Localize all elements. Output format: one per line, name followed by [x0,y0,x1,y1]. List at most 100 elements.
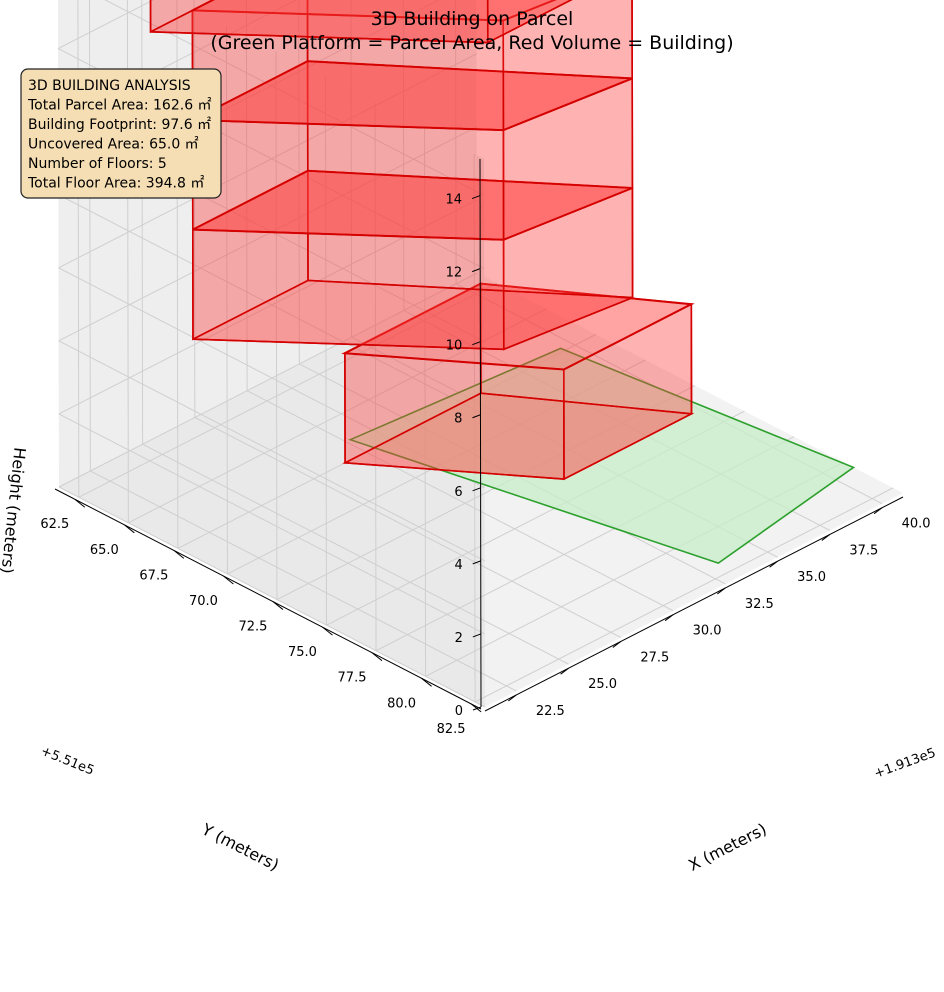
x-axis-label: X (meters) [685,819,769,875]
building-volume [149,0,695,481]
y-tick [223,575,234,585]
x-tick [508,694,517,702]
z-tick-label: 12 [446,266,463,281]
x-tick [612,641,622,648]
x-tick-label: 40.0 [902,517,931,532]
building-floor [191,0,634,132]
grid-line-y-wall [225,25,228,574]
grid-line-y-wall [424,128,427,677]
x-tick-label: 37.5 [849,543,878,558]
z-tick-label: 4 [454,558,462,573]
z-tick [472,560,481,565]
grid-line-y-wall [126,0,129,523]
floor-side-face [149,0,489,44]
info-box-line: Total Parcel Area: 162.6 ㎡ [27,98,212,114]
z-tick [472,633,482,638]
info-box-line: 3D BUILDING ANALYSIS [28,78,191,94]
grid-line-y-wall [324,77,327,626]
x-tick-label: 25.0 [588,677,617,692]
building-floor [149,0,573,44]
grid-line-z-right [58,53,477,269]
y-tick-label: 82.5 [437,722,466,737]
chart-title-line-2: (Green Platform = Parcel Area, Red Volum… [210,32,733,54]
grid-line-y-wall [77,0,80,498]
x-axis-line [484,496,904,712]
y-tick [74,498,86,508]
y-tick-label: 72.5 [238,620,267,635]
building-floor [341,282,695,481]
grid-line-x-floor [90,470,517,692]
info-box: 3D BUILDING ANALYSIS Total Parcel Area: 1… [20,68,222,199]
y-tick [322,626,333,636]
x-tick-label: 22.5 [536,704,565,719]
y-tick [470,703,482,713]
grid-line-x-wall [298,0,300,364]
y-tick-label: 65.0 [90,543,119,558]
x-tick [664,614,674,622]
y-tick [272,601,284,610]
y-tick-label: 62.5 [40,517,69,532]
z-tick [472,268,481,273]
info-box-line: Building Footprint: 97.6 ㎡ [28,117,211,133]
grid-line-z-left [104,0,485,196]
floor-top-face [341,282,695,371]
y-axis-label: Y (meters) [198,819,282,874]
z-tick-label: 10 [446,339,463,354]
info-box-background [20,68,222,199]
grid-line-x-floor [246,390,674,612]
floor-side-face [502,0,634,132]
y-tick-label: 67.5 [139,568,168,583]
x-tick [717,587,726,595]
z-axis-line [479,158,482,708]
y-tick-label: 75.0 [288,645,317,660]
z-axis-label: Height (meters) [0,446,30,574]
y-offset-label: +5.51e5 [39,744,97,779]
x-tick [821,534,831,541]
floor-top-face [191,0,557,22]
info-box-line: Uncovered Area: 65.0 ㎡ [28,137,199,153]
x-offset-label: +1.913e5 [872,746,938,782]
grid-line-z-left [58,413,486,635]
parcel-polygon [348,347,856,564]
y-tick [421,677,432,687]
parcel-platform [348,347,856,564]
grid-line-y-floor [78,282,498,498]
x-tick-label: 30.0 [693,624,722,639]
y-tick-label: 80.0 [387,696,416,711]
y-tick [371,652,383,662]
x-tick [873,507,883,515]
building-floor [191,59,634,241]
y-tick-label: 77.5 [338,671,367,686]
y-tick-label: 70.0 [189,594,218,609]
y-tick [173,550,185,559]
z-tick [472,706,482,711]
info-box-line: Total Floor Area: 394.8 ㎡ [27,176,204,192]
z-tick [472,414,481,419]
grid-line-x-wall [245,0,248,391]
grid-line-y-wall [374,102,377,651]
x-tick [769,560,778,568]
x-tick-label: 35.0 [797,570,826,585]
y-tick [124,524,135,534]
building-floor [191,169,634,351]
z-tick [472,487,481,492]
grid-line-x-wall [402,0,405,311]
z-tick [472,341,481,346]
grid-line-z-right [57,0,155,50]
grid-line-z-right [58,272,478,488]
floor-side-face [149,0,215,34]
grid-line-y-floor [128,308,547,524]
grid-line-z-left [58,194,485,416]
grid-line-y-wall [275,51,278,600]
info-box-line: Number of Floors: 5 [28,156,167,172]
grid-line-z-right [58,126,477,342]
axes: 22.5 25.0 27.5 30.0 32.5 35.0 37.5 40.0 62.5 65.0… [40,158,931,737]
z-tick-label: 8 [454,412,462,427]
floor-side-face [486,0,573,44]
z-tick-label: 0 [455,704,463,719]
x-tick-label: 27.5 [640,650,669,665]
z-tick-label: 2 [455,631,463,646]
z-tick-label: 6 [454,485,462,500]
grid-line-y-floor [474,487,894,703]
